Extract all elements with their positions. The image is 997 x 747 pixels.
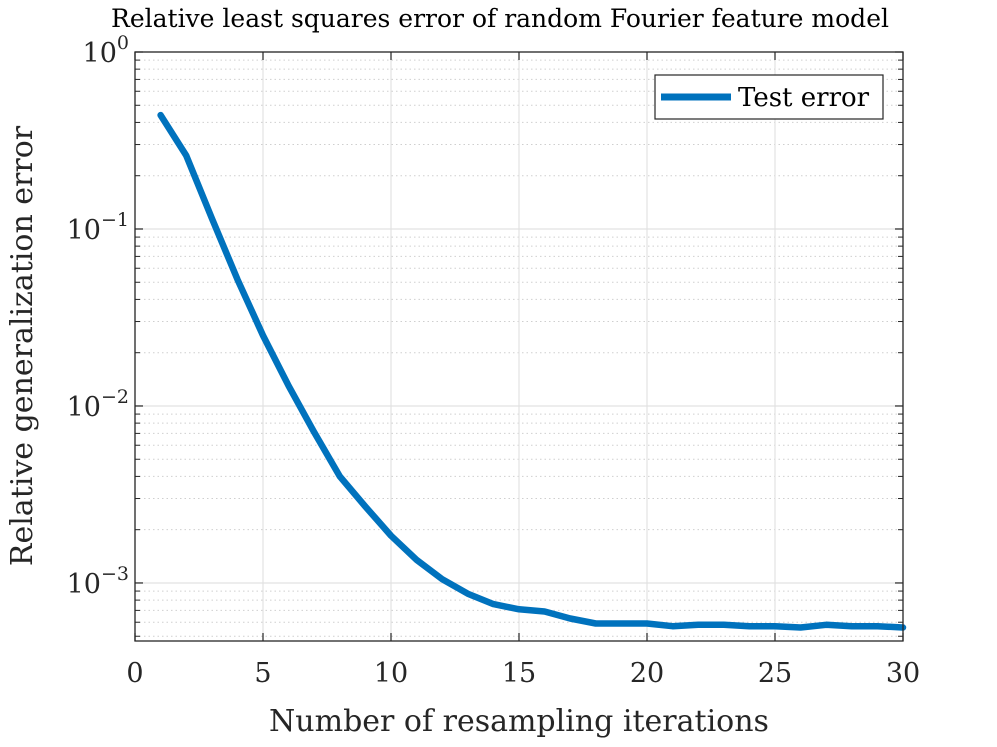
x-tick-label: 15 <box>502 658 536 689</box>
chart-title: Relative least squares error of random F… <box>111 4 889 33</box>
x-tick-label: 0 <box>126 658 143 689</box>
x-tick-label: 5 <box>254 658 271 689</box>
series-line-0 <box>157 111 907 631</box>
y-tick-label: 10−2 <box>67 386 129 423</box>
x-tick-label: 25 <box>758 658 792 689</box>
tick-marks <box>134 51 904 641</box>
grid <box>134 51 904 641</box>
series-layer <box>157 111 907 631</box>
legend: Test error <box>654 74 884 120</box>
x-tick-labels: 0 5 10 15 20 25 30 <box>126 658 920 689</box>
legend-label-test-error: Test error <box>738 83 870 113</box>
y-tick-label: 100 <box>83 32 129 69</box>
x-axis-label: Number of resampling iterations <box>269 704 769 739</box>
x-tick-label: 30 <box>886 658 920 689</box>
x-tick-label: 10 <box>374 658 408 689</box>
y-tick-label: 10−1 <box>67 209 129 246</box>
x-tick-label: 20 <box>630 658 664 689</box>
y-axis-label: Relative generalization error <box>5 125 40 566</box>
